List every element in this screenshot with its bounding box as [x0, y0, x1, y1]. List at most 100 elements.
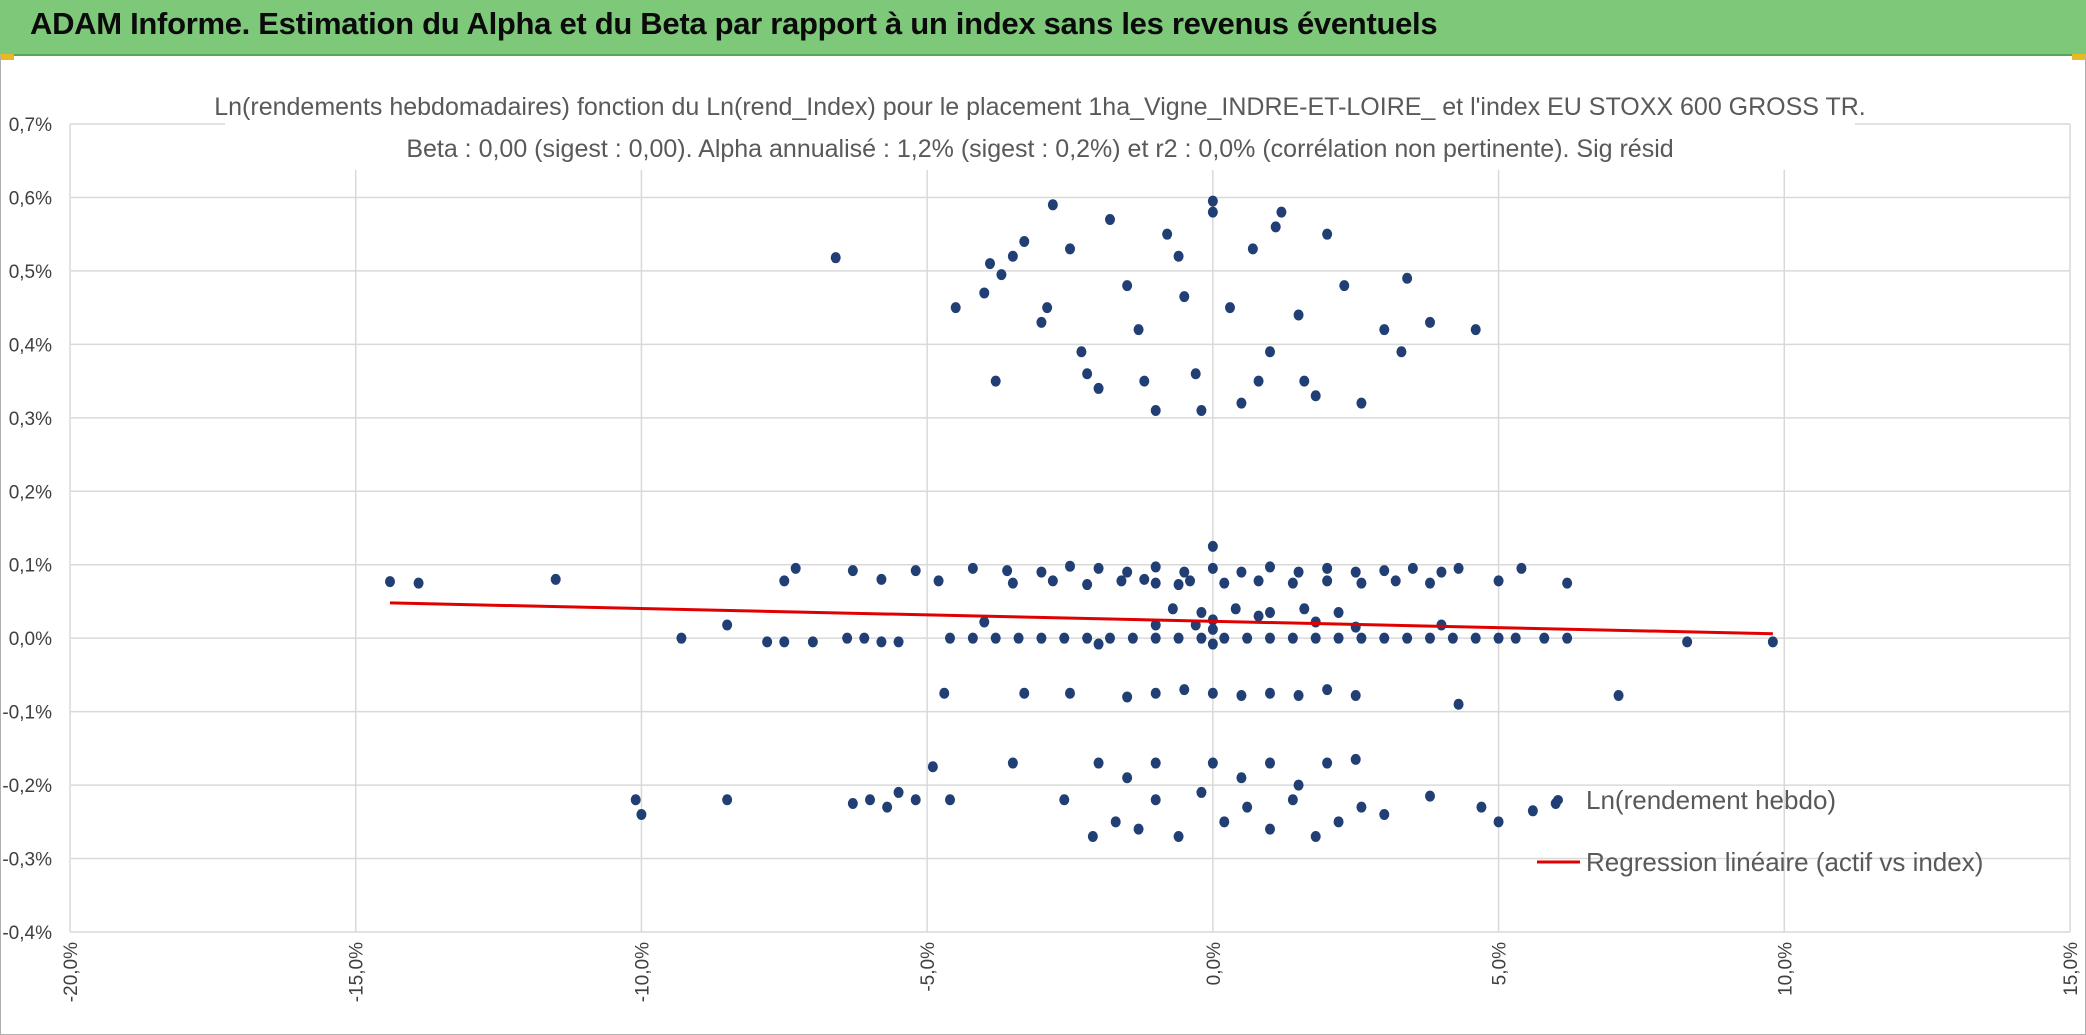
- data-point: [1087, 831, 1098, 843]
- data-point: [1356, 632, 1367, 644]
- data-point: [1510, 632, 1521, 644]
- data-point: [882, 801, 893, 813]
- data-point: [1453, 698, 1464, 710]
- data-point: [1190, 368, 1201, 380]
- data-point: [1105, 213, 1115, 225]
- data-point: [945, 794, 955, 806]
- data-point: [1082, 632, 1093, 644]
- data-point: [1339, 280, 1350, 292]
- data-point: [1150, 577, 1161, 589]
- data-point: [1082, 368, 1093, 380]
- data-point: [939, 687, 950, 699]
- data-point: [1379, 632, 1390, 644]
- corner-marker-right: [2072, 54, 2086, 60]
- data-point: [1127, 632, 1138, 644]
- data-point: [1179, 684, 1190, 696]
- data-point: [1236, 566, 1247, 578]
- data-point: [1116, 575, 1127, 587]
- data-point: [1047, 199, 1058, 211]
- data-point: [1207, 206, 1218, 218]
- y-tick-label: -0,3%: [2, 850, 52, 871]
- data-point: [1242, 801, 1253, 813]
- data-point: [945, 632, 955, 644]
- data-point: [1036, 316, 1047, 328]
- data-point: [630, 794, 641, 806]
- data-point: [985, 258, 995, 270]
- data-point: [1425, 632, 1435, 644]
- data-point: [1293, 689, 1304, 701]
- data-point: [1042, 302, 1053, 314]
- y-axis-ticks: 0,7% 0,6% 0,5% 0,4% 0,3% 0,2% 0,1% 0,0% -0,1% -0,…: [2, 115, 52, 944]
- data-point: [847, 565, 858, 577]
- data-point: [1007, 757, 1018, 769]
- data-point: [1425, 316, 1435, 328]
- x-tick-label: 0,0%: [1204, 942, 1225, 985]
- data-point: [1287, 632, 1298, 644]
- x-tick-label: -10,0%: [632, 942, 653, 1002]
- data-point: [1133, 823, 1144, 835]
- data-point: [1270, 221, 1281, 233]
- data-point: [722, 619, 733, 631]
- legend-marker-points: [1553, 795, 1563, 805]
- data-point: [1162, 228, 1173, 240]
- legend-label-points: Ln(rendement hebdo): [1586, 785, 1836, 815]
- data-point: [1002, 565, 1013, 577]
- x-tick-label: -20,0%: [61, 942, 82, 1002]
- title-background: [225, 84, 1855, 170]
- data-point: [1322, 562, 1333, 574]
- data-point: [1299, 375, 1310, 387]
- data-point: [676, 632, 687, 644]
- regression-line-segment: [389, 601, 1773, 636]
- data-point: [1122, 691, 1133, 703]
- data-point: [1276, 206, 1287, 218]
- y-tick-label: 0,4%: [9, 335, 52, 356]
- data-point: [779, 575, 790, 587]
- data-point: [1207, 638, 1218, 650]
- data-point: [1065, 560, 1075, 572]
- data-point: [847, 797, 858, 809]
- data-point: [1059, 794, 1070, 806]
- data-point: [1390, 575, 1401, 587]
- data-point: [1230, 603, 1241, 615]
- data-point: [1425, 577, 1435, 589]
- data-point: [1236, 772, 1247, 784]
- data-point: [1493, 575, 1504, 587]
- y-tick-label: 0,5%: [9, 262, 52, 283]
- data-point: [1265, 561, 1275, 573]
- data-point: [1139, 573, 1150, 585]
- data-point: [1196, 632, 1207, 644]
- data-point: [1185, 575, 1195, 587]
- data-point: [1179, 566, 1190, 578]
- data-point: [1425, 790, 1435, 802]
- data-point: [1225, 302, 1235, 314]
- data-point: [1356, 397, 1367, 409]
- data-point: [876, 573, 887, 585]
- y-tick-label: 0,3%: [9, 409, 52, 430]
- data-point: [910, 565, 921, 577]
- data-point: [1436, 566, 1447, 578]
- data-point: [1293, 779, 1304, 791]
- data-point: [950, 302, 961, 314]
- data-point: [1562, 632, 1573, 644]
- x-axis-ticks: -20,0% -15,0% -10,0% -5,0% 0,0% 5,0% 10,0% 15,0…: [61, 942, 2082, 1002]
- data-point: [1150, 561, 1161, 573]
- y-tick-label: -0,1%: [2, 703, 52, 724]
- data-point: [1379, 565, 1390, 577]
- data-point: [1322, 684, 1333, 696]
- data-point: [1150, 404, 1161, 416]
- data-point: [413, 577, 424, 589]
- data-point: [1093, 757, 1104, 769]
- data-point: [1333, 606, 1344, 618]
- y-tick-label: 0,1%: [9, 556, 52, 577]
- chart-subtitle: Beta : 0,00 (sigest : 0,00). Alpha annua…: [406, 135, 1673, 163]
- data-point: [1407, 562, 1418, 574]
- data-point: [1150, 794, 1161, 806]
- data-point: [1093, 638, 1104, 650]
- data-point: [1219, 816, 1230, 828]
- data-point: [1139, 375, 1150, 387]
- data-point: [1219, 577, 1230, 589]
- data-point: [967, 632, 978, 644]
- data-point: [1287, 577, 1298, 589]
- data-point: [1516, 562, 1527, 574]
- data-point: [385, 576, 395, 588]
